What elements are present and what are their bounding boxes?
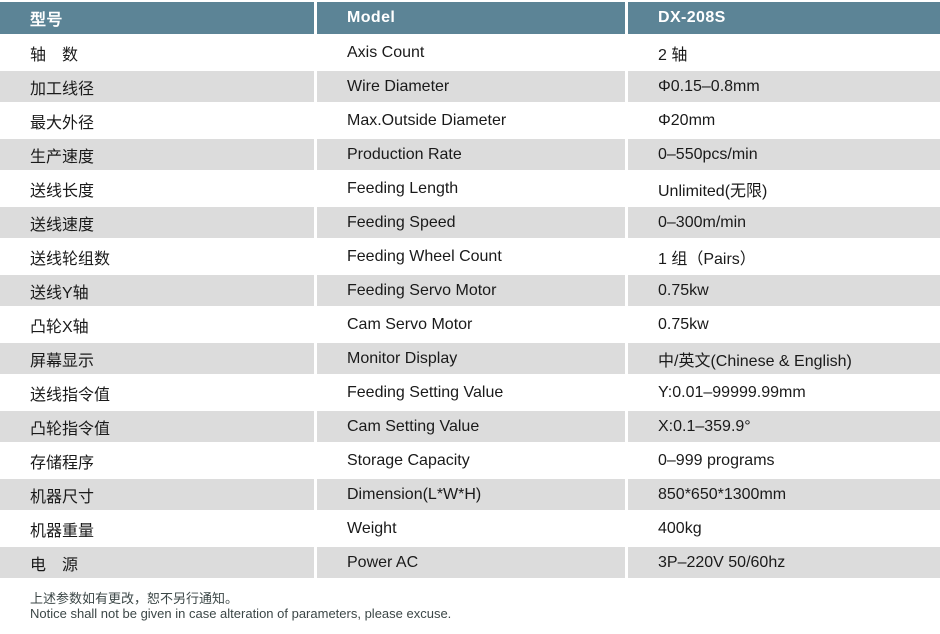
- spec-row-feeding-servo-motor: 送线Y轴 Feeding Servo Motor 0.75kw: [0, 272, 940, 306]
- spec-cn-label: 送线速度: [0, 207, 314, 238]
- spec-value: Φ20mm: [658, 111, 716, 129]
- spec-cn-label: 机器尺寸: [0, 479, 314, 510]
- spec-en-label: Feeding Speed: [317, 207, 625, 238]
- spec-en-label: Max.Outside Diameter: [347, 111, 507, 129]
- spec-en-label: Wire Diameter: [317, 71, 625, 102]
- spec-table: 型号 Model DX-208S 轴 数 Axis Count 2 轴 加工线径…: [0, 2, 940, 578]
- spec-en-label: Cam Servo Motor: [347, 315, 473, 333]
- spec-value: 中/英文(Chinese & English): [628, 343, 940, 374]
- spec-row-wire-diameter: 加工线径 Wire Diameter Φ0.15–0.8mm: [0, 68, 940, 102]
- spec-cn-label: 送线长度: [30, 182, 95, 200]
- disclaimer-note-cn: 上述参数如有更改，恕不另行通知。: [30, 591, 239, 606]
- spec-row-storage-capacity: 存储程序 Storage Capacity 0–999 programs: [0, 442, 940, 476]
- spec-cn-label: 送线轮组数: [30, 250, 111, 268]
- spec-cn-label: 轴 数: [30, 46, 79, 64]
- header-cn-label: 型号: [0, 2, 314, 34]
- spec-cn-label: 机器重量: [30, 522, 95, 540]
- spec-en-label: Feeding Setting Value: [347, 383, 504, 401]
- spec-en-label: Feeding Length: [347, 179, 459, 197]
- spec-row-feeding-length: 送线长度 Feeding Length Unlimited(无限): [0, 170, 940, 204]
- spec-cn-label: 加工线径: [0, 71, 314, 102]
- spec-value: 0.75kw: [658, 315, 709, 333]
- disclaimer-note-en: Notice shall not be given in case altera…: [30, 606, 452, 621]
- spec-row-cam-servo-motor: 凸轮X轴 Cam Servo Motor 0.75kw: [0, 306, 940, 340]
- spec-value: 0–550pcs/min: [628, 139, 940, 170]
- spec-row-axis-count: 轴 数 Axis Count 2 轴: [0, 34, 940, 68]
- spec-cn-label: 最大外径: [30, 114, 95, 132]
- spec-value: 1 组（Pairs）: [658, 250, 756, 268]
- header-model-value: DX-208S: [628, 2, 940, 34]
- spec-row-cam-setting-value: 凸轮指令值 Cam Setting Value X:0.1–359.9°: [0, 408, 940, 442]
- spec-row-power-ac: 电 源 Power AC 3P–220V 50/60hz: [0, 544, 940, 578]
- spec-value: 400kg: [658, 519, 702, 537]
- spec-value: Φ0.15–0.8mm: [628, 71, 940, 102]
- spec-value: 3P–220V 50/60hz: [628, 547, 940, 578]
- spec-row-monitor-display: 屏幕显示 Monitor Display 中/英文(Chinese & Engl…: [0, 340, 940, 374]
- spec-en-label: Production Rate: [317, 139, 625, 170]
- spec-en-label: Axis Count: [347, 43, 425, 61]
- spec-en-label: Cam Setting Value: [317, 411, 625, 442]
- spec-en-label: Storage Capacity: [347, 451, 470, 469]
- spec-en-label: Feeding Wheel Count: [347, 247, 502, 265]
- spec-value: Y:0.01–99999.99mm: [658, 383, 806, 401]
- spec-value: 0–999 programs: [658, 451, 775, 469]
- spec-cn-label: 凸轮指令值: [0, 411, 314, 442]
- spec-header-row: 型号 Model DX-208S: [0, 2, 940, 34]
- spec-row-max-outside-diameter: 最大外径 Max.Outside Diameter Φ20mm: [0, 102, 940, 136]
- spec-en-label: Monitor Display: [317, 343, 625, 374]
- spec-cn-label: 存储程序: [30, 454, 95, 472]
- header-en-label: Model: [317, 2, 625, 34]
- spec-cn-label: 电 源: [0, 547, 314, 578]
- spec-cn-label: 凸轮X轴: [30, 318, 89, 336]
- spec-value: 850*650*1300mm: [628, 479, 940, 510]
- spec-row-weight: 机器重量 Weight 400kg: [0, 510, 940, 544]
- spec-cn-label: 送线Y轴: [0, 275, 314, 306]
- spec-value: 0.75kw: [628, 275, 940, 306]
- spec-value: Unlimited(无限): [658, 182, 768, 200]
- spec-en-label: Dimension(L*W*H): [317, 479, 625, 510]
- spec-value: X:0.1–359.9°: [628, 411, 940, 442]
- spec-row-feeding-speed: 送线速度 Feeding Speed 0–300m/min: [0, 204, 940, 238]
- disclaimer-note: 上述参数如有更改，恕不另行通知。 Notice shall not be giv…: [0, 591, 940, 621]
- spec-sheet: 型号 Model DX-208S 轴 数 Axis Count 2 轴 加工线径…: [0, 2, 940, 621]
- spec-cn-label: 屏幕显示: [0, 343, 314, 374]
- spec-row-dimension: 机器尺寸 Dimension(L*W*H) 850*650*1300mm: [0, 476, 940, 510]
- spec-en-label: Power AC: [317, 547, 625, 578]
- spec-row-production-rate: 生产速度 Production Rate 0–550pcs/min: [0, 136, 940, 170]
- spec-value: 0–300m/min: [628, 207, 940, 238]
- spec-en-label: Weight: [347, 519, 397, 537]
- spec-value: 2 轴: [658, 46, 688, 64]
- spec-cn-label: 生产速度: [0, 139, 314, 170]
- spec-row-feeding-setting-value: 送线指令值 Feeding Setting Value Y:0.01–99999…: [0, 374, 940, 408]
- spec-en-label: Feeding Servo Motor: [317, 275, 625, 306]
- spec-row-feeding-wheel-count: 送线轮组数 Feeding Wheel Count 1 组（Pairs）: [0, 238, 940, 272]
- spec-cn-label: 送线指令值: [30, 386, 111, 404]
